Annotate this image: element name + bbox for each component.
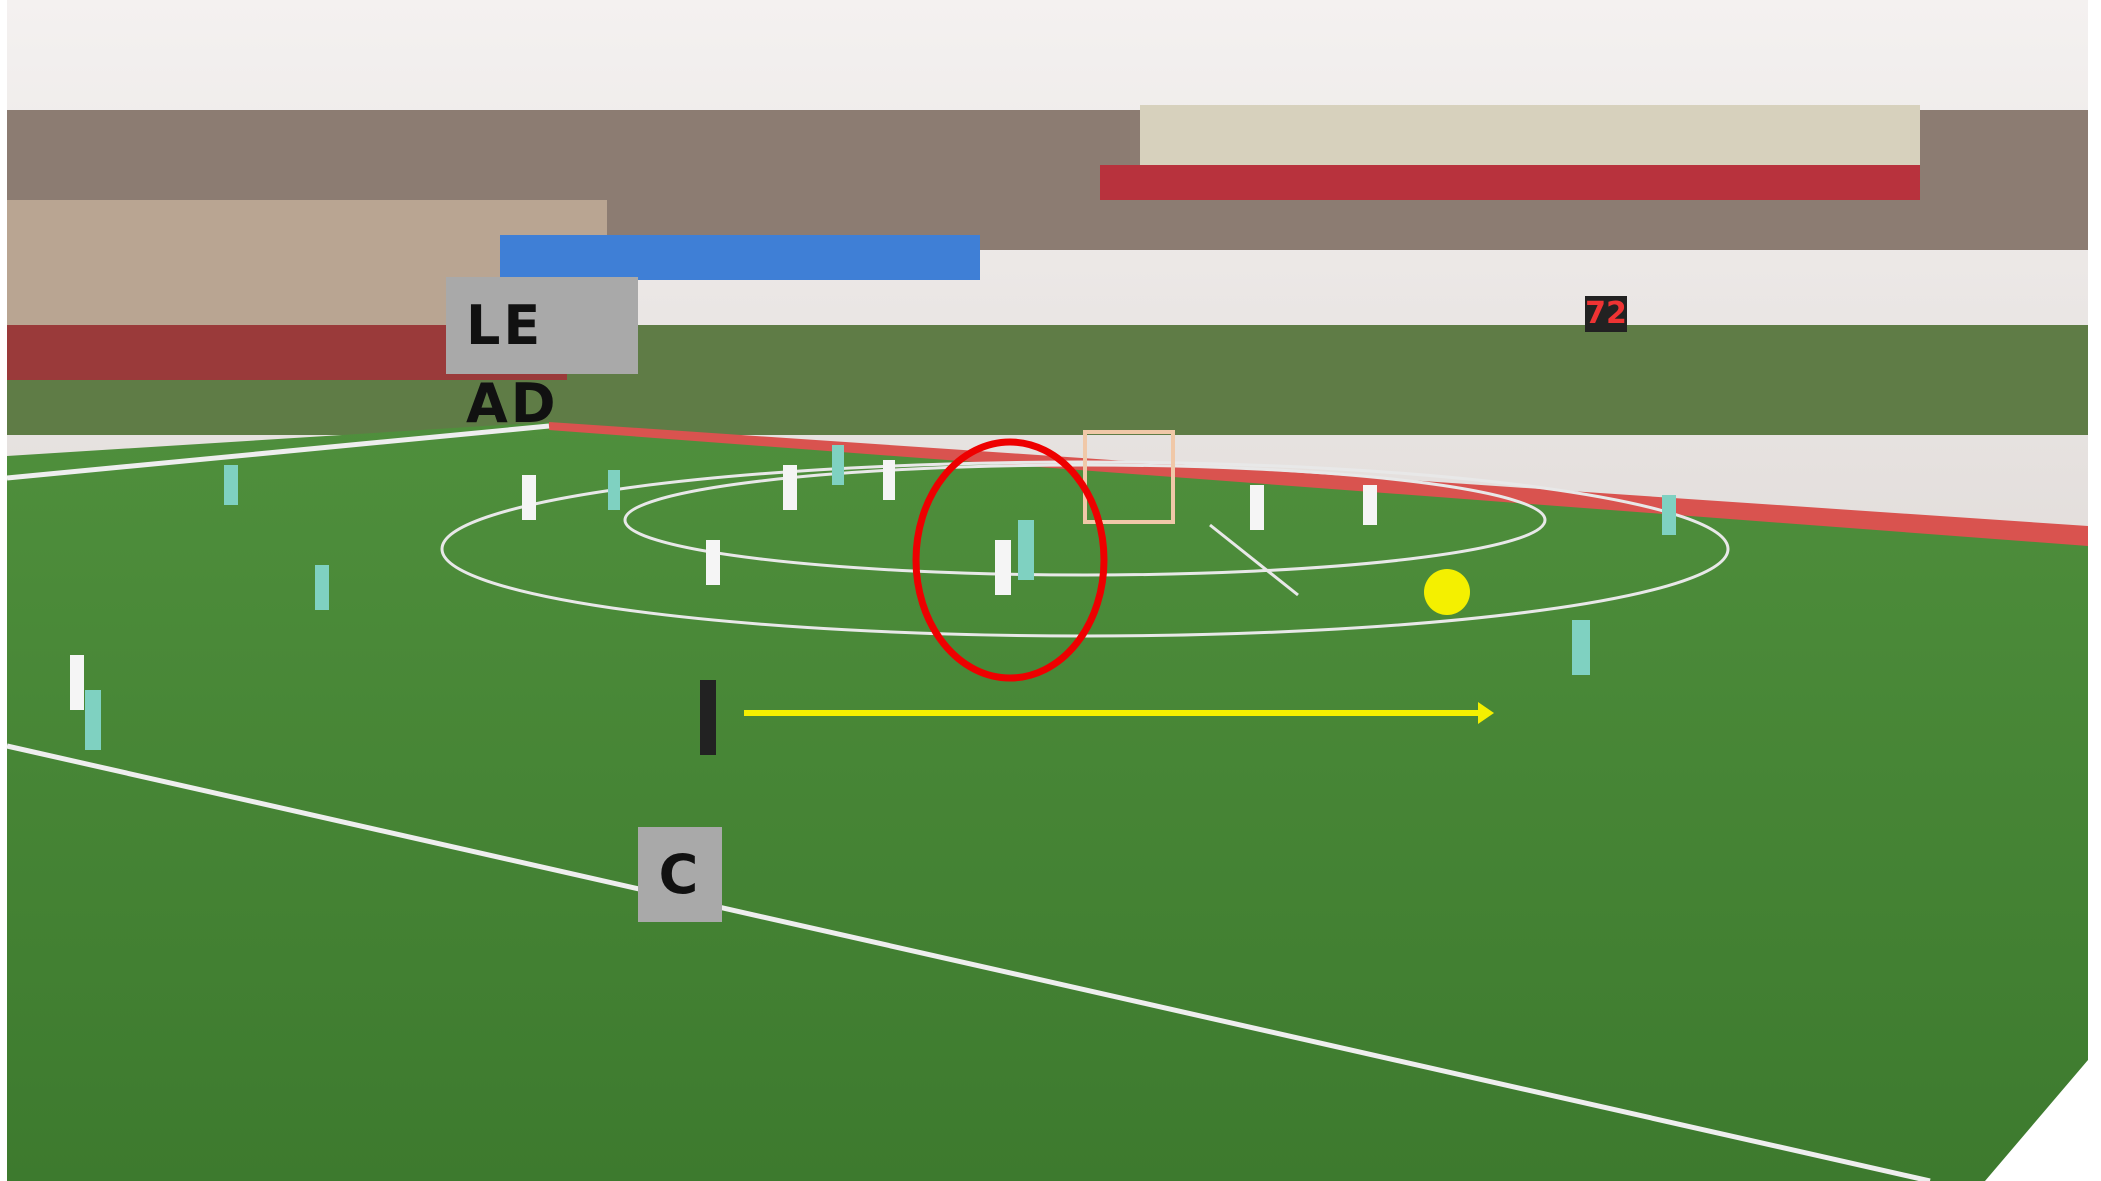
- lead-label: LEAD: [446, 277, 586, 374]
- scene: [0, 0, 2101, 1181]
- screenshot: 72 LEAD C: [0, 0, 2101, 1181]
- shot-clock: 72: [1585, 296, 1627, 332]
- field: [7, 422, 2088, 1181]
- center-label: C: [638, 827, 722, 922]
- stands-seats: [1100, 165, 1920, 200]
- referee: [700, 680, 716, 755]
- blue-wall: [500, 235, 980, 280]
- ball-marker: [1424, 569, 1470, 615]
